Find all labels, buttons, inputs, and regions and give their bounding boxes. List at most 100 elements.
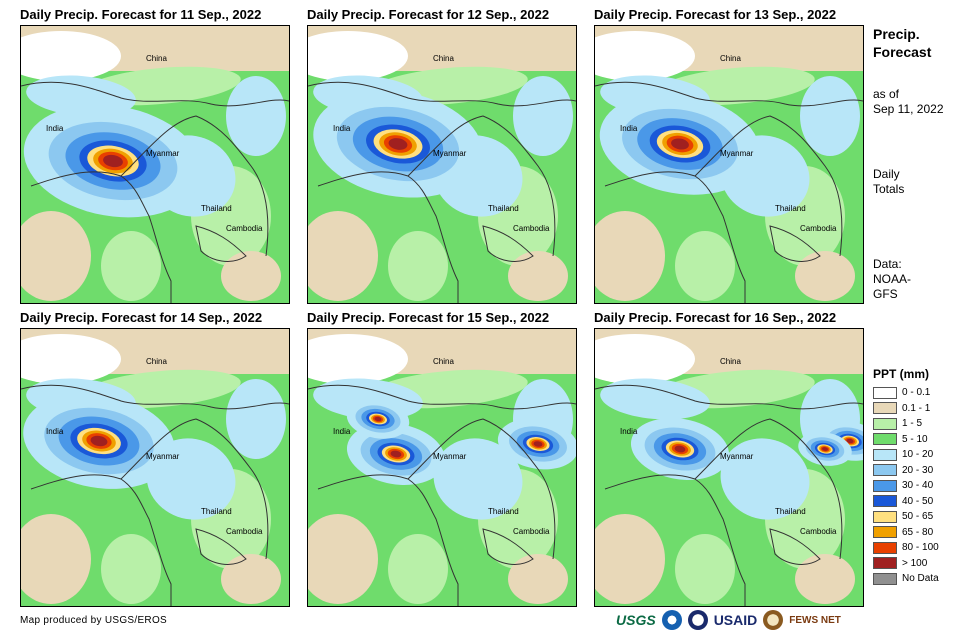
country-label-india: India xyxy=(620,427,638,436)
ppt-legend: PPT (mm) 0 - 0.1 0.1 - 1 1 - 5 5 - 10 10 - 2… xyxy=(873,367,939,587)
country-label-cambodia: Cambodia xyxy=(800,527,837,536)
country-label-cambodia: Cambodia xyxy=(800,224,837,233)
country-label-cambodia: Cambodia xyxy=(513,527,550,536)
country-label-thailand: Thailand xyxy=(201,507,232,516)
country-label-india: India xyxy=(620,124,638,133)
legend-swatch xyxy=(873,495,897,508)
country-label-china: China xyxy=(720,357,741,366)
legend-item: 5 - 10 xyxy=(873,432,939,448)
panel-title: Daily Precip. Forecast for 13 Sep., 2022 xyxy=(594,7,837,22)
country-label-myanmar: Myanmar xyxy=(720,452,754,461)
country-label-myanmar: Myanmar xyxy=(146,452,180,461)
legend-item: 80 - 100 xyxy=(873,540,939,556)
country-label-cambodia: Cambodia xyxy=(513,224,550,233)
map-credit: Map produced by USGS/EROS xyxy=(20,615,168,626)
forecast-panel-11-sep: Daily Precip. Forecast for 11 Sep., 2022… xyxy=(20,7,290,310)
country-label-thailand: Thailand xyxy=(775,204,806,213)
precip-map: China India Myanmar Thailand Cambodia xyxy=(307,328,577,607)
panel-title: Daily Precip. Forecast for 12 Sep., 2022 xyxy=(307,7,550,22)
legend-item: 65 - 80 xyxy=(873,525,939,541)
legend-label: 65 - 80 xyxy=(902,526,934,538)
precip-map: China India Myanmar Thailand Cambodia xyxy=(594,328,864,607)
legend-item: 0 - 0.1 xyxy=(873,385,939,401)
legend-item: 50 - 65 xyxy=(873,509,939,525)
country-label-myanmar: Myanmar xyxy=(720,149,754,158)
legend-label: 0 - 0.1 xyxy=(902,387,931,399)
forecast-panel-13-sep: Daily Precip. Forecast for 13 Sep., 2022… xyxy=(594,7,864,310)
legend-title: PPT (mm) xyxy=(873,367,930,381)
legend-item: No Data xyxy=(873,571,939,587)
precip-map: China India Myanmar Thailand Cambodia xyxy=(307,25,577,304)
usaid-logo: USAID xyxy=(713,612,758,628)
country-label-cambodia: Cambodia xyxy=(226,224,263,233)
legend-swatch xyxy=(873,526,897,539)
forecast-panel-12-sep: Daily Precip. Forecast for 12 Sep., 2022… xyxy=(307,7,577,310)
fews-net-seal-icon xyxy=(763,610,784,630)
legend-swatch xyxy=(873,510,897,523)
legend-swatch xyxy=(873,464,897,477)
noaa-logo-icon xyxy=(661,610,682,630)
legend-swatch xyxy=(873,572,897,585)
country-label-myanmar: Myanmar xyxy=(433,149,467,158)
country-label-china: China xyxy=(146,357,167,366)
country-label-thailand: Thailand xyxy=(488,204,519,213)
country-label-thailand: Thailand xyxy=(488,507,519,516)
legend-swatch xyxy=(873,433,897,446)
country-label-china: China xyxy=(433,54,454,63)
legend-label: 40 - 50 xyxy=(902,495,934,507)
forecast-panel-16-sep: Daily Precip. Forecast for 16 Sep., 2022… xyxy=(594,310,864,613)
legend-item: 40 - 50 xyxy=(873,494,939,510)
legend-swatch xyxy=(873,386,897,399)
country-label-cambodia: Cambodia xyxy=(226,527,263,536)
country-label-india: India xyxy=(333,124,351,133)
usgs-logo: USGS xyxy=(616,612,656,628)
legend-swatch xyxy=(873,402,897,415)
legend-label: 20 - 30 xyxy=(902,464,934,476)
daily-totals-note: Daily Totals xyxy=(873,167,905,196)
precip-map: China India Myanmar Thailand Cambodia xyxy=(594,25,864,304)
usaid-seal-icon xyxy=(687,610,708,630)
country-label-myanmar: Myanmar xyxy=(433,452,467,461)
country-label-china: China xyxy=(433,357,454,366)
legend-swatch xyxy=(873,541,897,554)
data-source: Data: NOAA- GFS xyxy=(873,257,912,301)
legend-item: 20 - 30 xyxy=(873,463,939,479)
country-label-myanmar: Myanmar xyxy=(146,149,180,158)
legend-label: 0.1 - 1 xyxy=(902,402,931,414)
legend-label: > 100 xyxy=(902,557,928,569)
as-of-date: as of Sep 11, 2022 xyxy=(873,87,944,116)
legend-item: 10 - 20 xyxy=(873,447,939,463)
country-label-china: China xyxy=(146,54,167,63)
legend-label: No Data xyxy=(902,573,939,585)
forecast-panel-15-sep: Daily Precip. Forecast for 15 Sep., 2022… xyxy=(307,310,577,613)
panel-title: Daily Precip. Forecast for 14 Sep., 2022 xyxy=(20,310,263,325)
panel-title: Daily Precip. Forecast for 11 Sep., 2022 xyxy=(20,7,262,22)
legend-swatch xyxy=(873,557,897,570)
country-label-india: India xyxy=(46,124,64,133)
legend-label: 5 - 10 xyxy=(902,433,928,445)
sidebar-title: Precip. Forecast xyxy=(873,26,932,60)
country-label-india: India xyxy=(46,427,64,436)
panel-title: Daily Precip. Forecast for 16 Sep., 2022 xyxy=(594,310,837,325)
legend-label: 50 - 65 xyxy=(902,511,934,523)
legend-label: 10 - 20 xyxy=(902,449,934,461)
legend-swatch xyxy=(873,448,897,461)
country-label-thailand: Thailand xyxy=(775,507,806,516)
forecast-panel-14-sep: Daily Precip. Forecast for 14 Sep., 2022… xyxy=(20,310,290,613)
legend-label: 1 - 5 xyxy=(902,418,923,430)
legend-label: 80 - 100 xyxy=(902,542,939,554)
precip-map: China India Myanmar Thailand Cambodia xyxy=(20,25,290,304)
legend-item: > 100 xyxy=(873,556,939,572)
fews-net-logo: FEWS NET xyxy=(789,614,841,626)
precip-map: China India Myanmar Thailand Cambodia xyxy=(20,328,290,607)
country-label-thailand: Thailand xyxy=(201,204,232,213)
legend-item: 30 - 40 xyxy=(873,478,939,494)
agency-logos: USGS USAID FEWS NET xyxy=(616,606,841,634)
country-label-china: China xyxy=(720,54,741,63)
legend-label: 30 - 40 xyxy=(902,480,934,492)
country-label-india: India xyxy=(333,427,351,436)
legend-swatch xyxy=(873,479,897,492)
panel-title: Daily Precip. Forecast for 15 Sep., 2022 xyxy=(307,310,550,325)
legend-item: 0.1 - 1 xyxy=(873,401,939,417)
legend-item: 1 - 5 xyxy=(873,416,939,432)
